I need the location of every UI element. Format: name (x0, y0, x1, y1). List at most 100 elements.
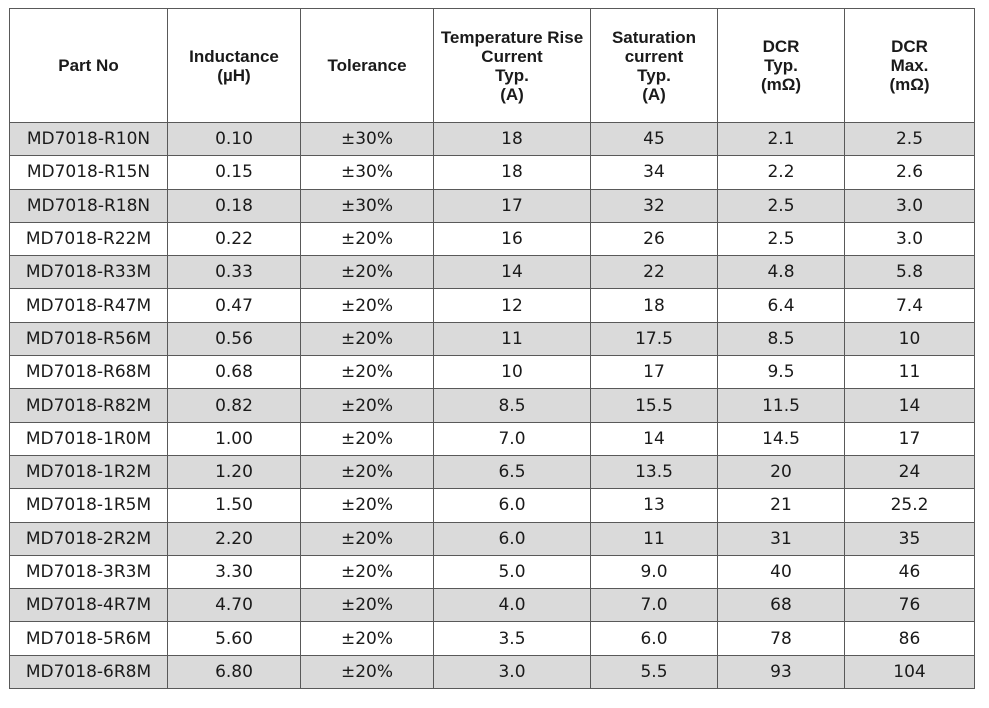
cell-tolerance: ±20% (300, 321, 434, 357)
cell-saturation-current: 13.5 (590, 454, 718, 490)
header-tolerance: Tolerance (300, 8, 434, 123)
cell-temp-rise-current: 6.0 (433, 488, 591, 523)
cell-temp-rise-current: 10 (433, 355, 591, 390)
cell-saturation-current: 26 (590, 221, 718, 257)
cell-dcr-max: 14 (844, 388, 975, 423)
cell-part-no: MD7018-3R3M (9, 554, 168, 590)
cell-dcr-max: 86 (844, 621, 975, 656)
cell-part-no: MD7018-R22M (9, 221, 168, 257)
header-line: Tolerance (327, 56, 407, 75)
table-row: MD7018-6R8M 6.80 ±20% 3.0 5.5 93 104 (9, 654, 975, 690)
cell-part-no: MD7018-R68M (9, 355, 168, 390)
cell-tolerance: ±20% (300, 288, 434, 323)
cell-dcr-typ: 93 (717, 654, 845, 690)
cell-part-no: MD7018-R18N (9, 188, 168, 223)
cell-dcr-max: 10 (844, 321, 975, 357)
table-row: MD7018-R82M 0.82 ±20% 8.5 15.5 11.5 14 (9, 388, 975, 423)
cell-inductance: 0.47 (167, 288, 301, 323)
cell-tolerance: ±30% (300, 121, 434, 157)
cell-dcr-typ: 40 (717, 554, 845, 590)
cell-saturation-current: 11 (590, 521, 718, 556)
cell-dcr-max: 25.2 (844, 488, 975, 523)
cell-saturation-current: 7.0 (590, 588, 718, 623)
cell-part-no: MD7018-R47M (9, 288, 168, 323)
cell-saturation-current: 5.5 (590, 654, 718, 690)
cell-temp-rise-current: 3.0 (433, 654, 591, 690)
cell-temp-rise-current: 18 (433, 121, 591, 157)
cell-tolerance: ±20% (300, 654, 434, 690)
header-line: Typ. (764, 56, 798, 75)
header-line: (A) (500, 84, 524, 104)
table-row: MD7018-R56M 0.56 ±20% 11 17.5 8.5 10 (9, 321, 975, 357)
cell-part-no: MD7018-R15N (9, 155, 168, 190)
header-line: Max. (890, 56, 929, 75)
cell-temp-rise-current: 5.0 (433, 554, 591, 590)
header-line: current (624, 46, 684, 66)
table-row: MD7018-R33M 0.33 ±20% 14 22 4.8 5.8 (9, 255, 975, 290)
cell-tolerance: ±20% (300, 388, 434, 423)
cell-inductance: 1.20 (167, 454, 301, 490)
cell-dcr-typ: 6.4 (717, 288, 845, 323)
cell-tolerance: ±20% (300, 488, 434, 523)
cell-dcr-typ: 68 (717, 588, 845, 623)
cell-inductance: 0.82 (167, 388, 301, 423)
table-row: MD7018-R47M 0.47 ±20% 12 18 6.4 7.4 (9, 288, 975, 323)
cell-temp-rise-current: 17 (433, 188, 591, 223)
cell-inductance: 1.50 (167, 488, 301, 523)
cell-saturation-current: 18 (590, 288, 718, 323)
cell-saturation-current: 22 (590, 255, 718, 290)
table-row: MD7018-R18N 0.18 ±30% 17 32 2.5 3.0 (9, 188, 975, 223)
cell-part-no: MD7018-1R5M (9, 488, 168, 523)
table-row: MD7018-4R7M 4.70 ±20% 4.0 7.0 68 76 (9, 588, 975, 623)
cell-part-no: MD7018-6R8M (9, 654, 168, 690)
cell-dcr-max: 46 (844, 554, 975, 590)
table-row: MD7018-R15N 0.15 ±30% 18 34 2.2 2.6 (9, 155, 975, 190)
cell-temp-rise-current: 11 (433, 321, 591, 357)
cell-saturation-current: 14 (590, 421, 718, 456)
header-dcr-typ: DCR Typ. (mΩ) (717, 8, 845, 123)
cell-dcr-typ: 14.5 (717, 421, 845, 456)
cell-temp-rise-current: 3.5 (433, 621, 591, 656)
table-row: MD7018-5R6M 5.60 ±20% 3.5 6.0 78 86 (9, 621, 975, 656)
cell-temp-rise-current: 6.0 (433, 521, 591, 556)
header-line: Current (481, 46, 543, 66)
cell-dcr-max: 76 (844, 588, 975, 623)
cell-dcr-typ: 2.1 (717, 121, 845, 157)
cell-tolerance: ±20% (300, 588, 434, 623)
cell-temp-rise-current: 4.0 (433, 588, 591, 623)
header-row: Part No Inductance (µH) Tolerance Tempera… (9, 8, 975, 123)
table-row: MD7018-2R2M 2.20 ±20% 6.0 11 31 35 (9, 521, 975, 556)
cell-dcr-typ: 4.8 (717, 255, 845, 290)
cell-dcr-max: 5.8 (844, 255, 975, 290)
cell-dcr-typ: 31 (717, 521, 845, 556)
cell-dcr-max: 17 (844, 421, 975, 456)
header-line: DCR (762, 37, 800, 56)
cell-temp-rise-current: 18 (433, 155, 591, 190)
cell-inductance: 1.00 (167, 421, 301, 456)
cell-part-no: MD7018-R33M (9, 255, 168, 290)
header-line: (mΩ) (889, 75, 930, 94)
cell-dcr-max: 24 (844, 454, 975, 490)
table-row: MD7018-R68M 0.68 ±20% 10 17 9.5 11 (9, 355, 975, 390)
cell-dcr-typ: 8.5 (717, 321, 845, 357)
cell-saturation-current: 45 (590, 121, 718, 157)
cell-dcr-max: 104 (844, 654, 975, 690)
header-saturation-current: Saturation current Typ. (A) (590, 8, 718, 123)
cell-part-no: MD7018-2R2M (9, 521, 168, 556)
cell-dcr-max: 2.5 (844, 121, 975, 157)
cell-dcr-max: 2.6 (844, 155, 975, 190)
cell-inductance: 0.22 (167, 221, 301, 257)
cell-inductance: 3.30 (167, 554, 301, 590)
cell-tolerance: ±20% (300, 554, 434, 590)
header-line: (A) (642, 84, 666, 104)
cell-inductance: 4.70 (167, 588, 301, 623)
header-line: (µH) (217, 65, 251, 85)
header-line: Temperature Rise (440, 27, 584, 47)
cell-temp-rise-current: 7.0 (433, 421, 591, 456)
cell-dcr-typ: 2.5 (717, 221, 845, 257)
header-line: Inductance (189, 46, 279, 66)
header-line: Typ. (637, 65, 671, 85)
cell-inductance: 0.18 (167, 188, 301, 223)
header-part-no: Part No (9, 8, 168, 123)
cell-part-no: MD7018-R82M (9, 388, 168, 423)
